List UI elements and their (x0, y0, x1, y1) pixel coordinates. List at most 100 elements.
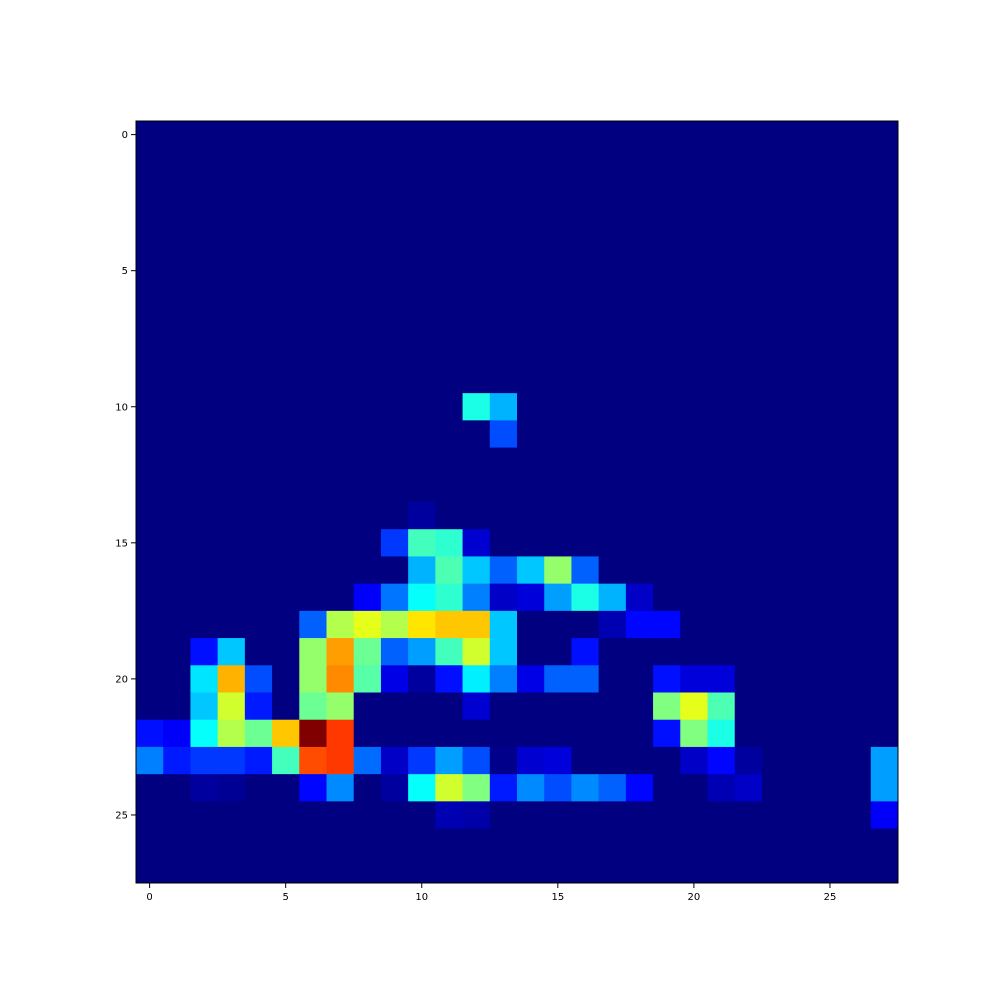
heatmap-cell (244, 420, 273, 448)
heatmap-cell (408, 828, 436, 857)
heatmap-cell (489, 365, 518, 394)
heatmap-cell (353, 665, 382, 693)
heatmap-cell (571, 257, 600, 285)
heatmap-cell (163, 148, 191, 176)
heatmap-cell (136, 148, 164, 176)
heatmap-cell (190, 556, 219, 585)
heatmap-cell (353, 338, 382, 367)
heatmap-cell (734, 855, 763, 884)
heatmap-cell (625, 229, 654, 258)
heatmap-cell (816, 474, 844, 503)
heatmap-cell (163, 665, 191, 693)
heatmap-cell (326, 420, 355, 448)
heatmap-cell (244, 556, 273, 585)
heatmap-cell (625, 556, 654, 585)
heatmap-cell (136, 420, 164, 448)
heatmap-cell (489, 338, 518, 367)
x-tick-label: 5 (282, 892, 288, 903)
heatmap-cell (680, 502, 708, 530)
heatmap-cell (190, 284, 219, 312)
heatmap-cell (353, 855, 382, 884)
heatmap-cell (625, 311, 654, 340)
heatmap-cell (680, 311, 708, 340)
heatmap-cell (816, 583, 844, 612)
heatmap-cell (707, 746, 736, 775)
y-tick-label: 10 (115, 402, 128, 413)
heatmap-cell (435, 202, 463, 231)
heatmap-cell (272, 801, 300, 829)
heatmap-cell (435, 148, 463, 176)
heatmap-cell (244, 393, 273, 421)
heatmap-cell (734, 556, 763, 585)
heatmap-cell (190, 311, 219, 340)
heatmap-cell (734, 121, 763, 149)
heatmap-cell (408, 692, 436, 721)
heatmap-cell (544, 393, 572, 421)
heatmap-cell (517, 474, 545, 503)
heatmap-cell (136, 229, 164, 258)
heatmap-cell (870, 638, 899, 666)
heatmap-cell (653, 447, 681, 476)
heatmap-cell (625, 121, 654, 149)
heatmap-cell (816, 393, 844, 421)
heatmap-cell (843, 719, 872, 748)
heatmap-cell (217, 474, 246, 503)
heatmap-cell (707, 610, 736, 639)
heatmap-cell (380, 828, 409, 857)
heatmap-cell (163, 556, 191, 585)
heatmap-cell (435, 393, 463, 421)
heatmap-cell (380, 393, 409, 421)
heatmap-cell (598, 855, 627, 884)
heatmap-cell (680, 121, 708, 149)
heatmap-cell (680, 529, 708, 557)
heatmap-cell (544, 855, 572, 884)
heatmap-cell (299, 229, 327, 258)
heatmap-cell (816, 148, 844, 176)
heatmap-cell (272, 393, 300, 421)
heatmap-cell (707, 175, 736, 204)
x-tick-label: 20 (688, 892, 701, 903)
heatmap-cell (136, 393, 164, 421)
heatmap-cell (843, 692, 872, 721)
heatmap-cell (870, 474, 899, 503)
heatmap-cell (353, 420, 382, 448)
heatmap-cell (489, 257, 518, 285)
heatmap-cell (272, 311, 300, 340)
heatmap-cell (517, 121, 545, 149)
heatmap-cell (870, 202, 899, 231)
heatmap-cell (571, 202, 600, 231)
heatmap-cell (244, 474, 273, 503)
heatmap-cell (653, 801, 681, 829)
heatmap-cell (598, 311, 627, 340)
heatmap-cell (571, 420, 600, 448)
heatmap-cell (489, 692, 518, 721)
heatmap-cell (707, 583, 736, 612)
heatmap-cell (244, 855, 273, 884)
heatmap-cell (380, 692, 409, 721)
heatmap-cell (326, 746, 355, 775)
heatmap-cell (217, 828, 246, 857)
heatmap-cell (761, 393, 790, 421)
heatmap-cell (517, 746, 545, 775)
heatmap-cell (653, 746, 681, 775)
heatmap-cell (217, 420, 246, 448)
y-axis-ticks: 0 5 10 15 20 25 (115, 130, 136, 821)
heatmap-cell (217, 502, 246, 530)
heatmap-cell (163, 801, 191, 829)
heatmap-cell (598, 801, 627, 829)
heatmap-cell (190, 502, 219, 530)
heatmap-cell (244, 828, 273, 857)
heatmap-cell (190, 583, 219, 612)
heatmap-cell (353, 638, 382, 666)
heatmap-cell (843, 474, 872, 503)
heatmap-cell (680, 583, 708, 612)
heatmap-cell (299, 610, 327, 639)
heatmap-cell (299, 202, 327, 231)
heatmap-cell (435, 175, 463, 204)
heatmap-cell (761, 311, 790, 340)
heatmap-cell (625, 828, 654, 857)
heatmap-cell (625, 774, 654, 802)
heatmap-cell (816, 774, 844, 802)
heatmap-cell (299, 638, 327, 666)
heatmap-cell (244, 638, 273, 666)
